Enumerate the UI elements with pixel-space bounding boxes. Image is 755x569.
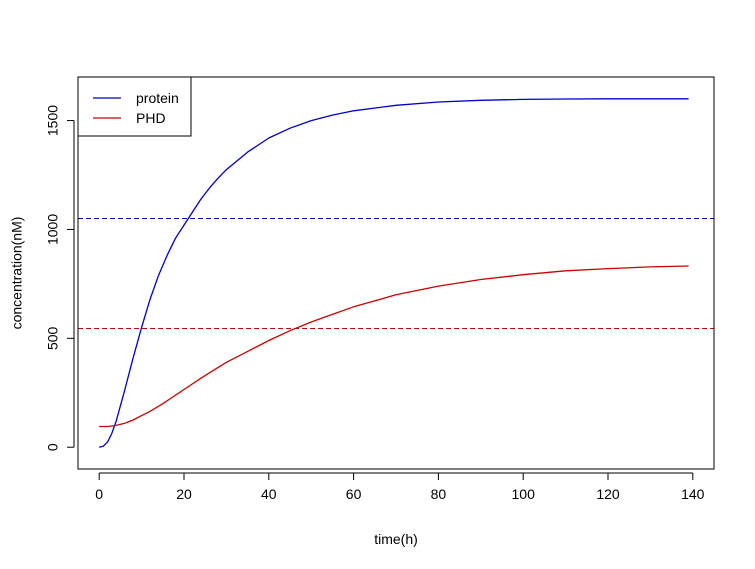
y-tick-label-500: 500	[45, 326, 61, 350]
series-line-phd	[99, 265, 689, 428]
y-tick-label-1500: 1500	[45, 105, 61, 136]
reference-lines	[78, 218, 714, 330]
y-axis-title: concentration(nM)	[9, 217, 25, 330]
legend-label-protein: protein	[136, 90, 179, 106]
series-line-protein	[99, 98, 689, 448]
legend: protein PHD	[77, 76, 192, 137]
legend-label-phd: PHD	[136, 110, 166, 126]
x-tick-label-80: 80	[431, 486, 447, 502]
x-tick-label-60: 60	[346, 486, 362, 502]
x-tick-label-0: 0	[95, 486, 103, 502]
y-tick-label-0: 0	[45, 443, 61, 451]
x-axis-title: time(h)	[374, 531, 418, 547]
x-tick-label-40: 40	[261, 486, 277, 502]
x-axis: 0 20 40 60 80 100 120 140	[95, 472, 705, 502]
x-tick-label-20: 20	[176, 486, 192, 502]
x-tick-label-100: 100	[512, 486, 536, 502]
y-axis: 0 500 1000 1500	[45, 105, 75, 451]
x-tick-label-120: 120	[596, 486, 620, 502]
series-lines	[99, 98, 689, 448]
y-tick-label-1000: 1000	[45, 214, 61, 245]
x-tick-label-140: 140	[681, 486, 705, 502]
plot-frame	[77, 76, 715, 470]
legend-box	[77, 76, 192, 137]
